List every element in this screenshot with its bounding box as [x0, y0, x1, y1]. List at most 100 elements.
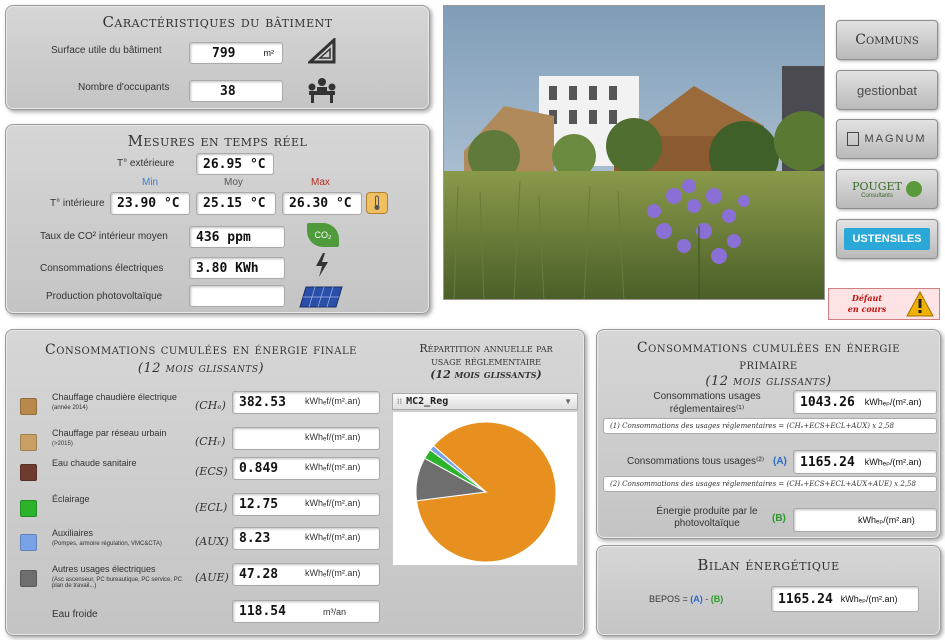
row-value: 47.28: [232, 563, 380, 586]
ext-temp-label: T° extérieure: [117, 158, 175, 169]
int-temp-max: 26.30 °C: [282, 192, 362, 215]
repartition-title: Répartition annuelle par usage réglement…: [392, 342, 580, 381]
ext-temp-value: 26.95 °C: [196, 153, 274, 175]
surface-number: 799: [212, 45, 236, 61]
col-moy: Moy: [224, 177, 243, 188]
alert-line1: Défaut: [851, 293, 883, 303]
elec-value: 3.80 KWh: [189, 257, 285, 279]
all-usages-value: 1165.24 kWhₑₚ/(m².an): [793, 450, 937, 474]
alert-text: Défaut en cours: [829, 293, 905, 315]
solar-panel-icon: [299, 286, 343, 308]
pouget-name: POUGET: [852, 179, 902, 193]
row-label: Auxiliaires: [52, 528, 94, 538]
note1: (1) Consommations des usages réglementai…: [603, 418, 937, 434]
row-sublabel: (>2015): [52, 441, 73, 447]
row-value: [232, 427, 380, 450]
surface-label: Surface utile du bâtiment: [51, 45, 162, 56]
chart-select[interactable]: ⁝⁝ MC2_Reg ▼: [392, 393, 578, 410]
drag-handle-icon: ⁝⁝: [397, 397, 403, 406]
magnum-logo-icon: [847, 132, 860, 146]
pv-value: [189, 285, 285, 307]
gestionbat-button[interactable]: gestionbat: [836, 70, 938, 110]
building-title: Caractéristiques du bâtiment: [102, 13, 333, 31]
all-usages-number: 1165.24: [800, 454, 855, 470]
repartition-title-line1: Répartition annuelle par: [419, 342, 553, 355]
note2: (2) Consommations des usages réglementai…: [603, 476, 937, 492]
primary-title-line2: primaire: [739, 357, 798, 373]
row-unit: kWhₑf/(m².an): [305, 432, 361, 442]
bepos-formula: BEPOS = (A) - (B): [649, 594, 723, 604]
co2-value: 436 ppm: [189, 226, 285, 248]
int-temp-moy: 25.15 °C: [196, 192, 276, 215]
surface-value: 799 m²: [189, 42, 283, 64]
warning-icon: [906, 290, 934, 317]
all-usages-unit: kWhₑₚ/(m².an): [864, 456, 922, 467]
col-min: Min: [142, 177, 159, 188]
pouget-button[interactable]: POUGET Consultants: [836, 169, 938, 209]
row-symbol: (CHᵣ): [195, 435, 226, 448]
pie-chart-area: [392, 411, 578, 566]
water-label: Eau froide: [52, 609, 98, 620]
bepos-unit: kWhₑₚ/(m².an): [840, 593, 898, 604]
row-color-swatch: [20, 434, 37, 451]
reg-number: 1043.26: [800, 394, 855, 410]
reg-value: 1043.26 kWhₑₚ/(m².an): [793, 390, 937, 414]
row-sublabel: (année 2014): [52, 405, 88, 411]
bepos-minus: -: [702, 594, 711, 604]
magnum-button[interactable]: MAGNUM: [836, 119, 938, 159]
row-unit: kWhₑf/(m².an): [305, 568, 361, 578]
chart-select-value: MC2_Reg: [406, 396, 449, 407]
pouget-globe-icon: [905, 181, 922, 197]
alert-box[interactable]: Défaut en cours: [828, 288, 940, 320]
bepos-number: 1165.24: [778, 591, 833, 607]
primary-energy-panel: Consommations cumulées en énergie primai…: [596, 329, 941, 539]
row-value: 0.849: [232, 457, 380, 480]
int-temp-min: 23.90 °C: [110, 192, 190, 215]
pie-chart: [415, 421, 557, 563]
occupants-number: 38: [220, 83, 236, 99]
row-color-swatch: [20, 570, 37, 587]
thermometer-icon: [366, 192, 388, 214]
row-sublabel: (Asc ascenseur, PC bureautique, PC servi…: [52, 577, 183, 589]
row-color-swatch: [20, 500, 37, 517]
all-usages-text: Consommations tous usages⁽²⁾: [627, 456, 765, 467]
pouget-sub: Consultants: [861, 192, 893, 199]
gestionbat-logo: gestionbat: [857, 82, 917, 98]
row-label: Autres usages électriques: [52, 564, 156, 574]
communs-button[interactable]: Communs: [836, 20, 938, 60]
row-color-swatch: [20, 534, 37, 551]
realtime-title: Mesures en temps réel: [127, 132, 308, 150]
co2-leaf-icon: CO₂: [307, 223, 339, 247]
all-usages-label: Consommations tous usages⁽²⁾ (A): [627, 456, 787, 467]
ustensiles-logo: USTENSILES: [844, 228, 930, 250]
pv-prod-tag: (B): [772, 513, 786, 524]
pouget-logo: POUGET Consultants: [852, 180, 902, 199]
row-value: 382.53: [232, 391, 380, 414]
magnum-logo: MAGNUM: [864, 133, 927, 145]
primary-title-line3: (12 mois glissants): [705, 374, 832, 389]
row-label: Eau chaude sanitaire: [52, 458, 137, 468]
bepos-value: 1165.24 kWhₑₚ/(m².an): [771, 586, 919, 612]
ustensiles-button[interactable]: USTENSILES: [836, 219, 938, 259]
set-square-icon: [308, 38, 336, 64]
pv-label: Production photovoltaïque: [46, 291, 163, 302]
row-symbol: (CHₑ): [195, 399, 226, 412]
pv-prod-value: kWhₑₚ/(m².an): [793, 508, 937, 532]
row-label: Éclairage: [52, 494, 90, 504]
bepos-a: (A): [690, 594, 703, 604]
row-label: Chauffage chaudière électrique: [52, 392, 177, 402]
row-color-swatch: [20, 398, 37, 415]
lightning-icon: [316, 253, 328, 277]
row-sublabel: (Pompes, armoire régulation, VMC&CTA): [52, 541, 162, 547]
row-value: 12.75: [232, 493, 380, 516]
row-unit: kWhₑf/(m².an): [305, 498, 361, 508]
bilan-panel: Bilan énergétique BEPOS = (A) - (B) 1165…: [596, 545, 941, 636]
occupants-value: 38: [189, 80, 283, 102]
row-unit: kWhₑf/(m².an): [305, 396, 361, 406]
row-unit: kWhₑf/(m².an): [305, 532, 361, 542]
building-panel: Caractéristiques du bâtiment Surface uti…: [5, 5, 430, 110]
row-label: Chauffage par réseau urbain: [52, 428, 167, 438]
row-value: 8.23: [232, 527, 380, 550]
occupants-label: Nombre d'occupants: [78, 82, 170, 93]
row-symbol: (AUE): [195, 571, 229, 584]
